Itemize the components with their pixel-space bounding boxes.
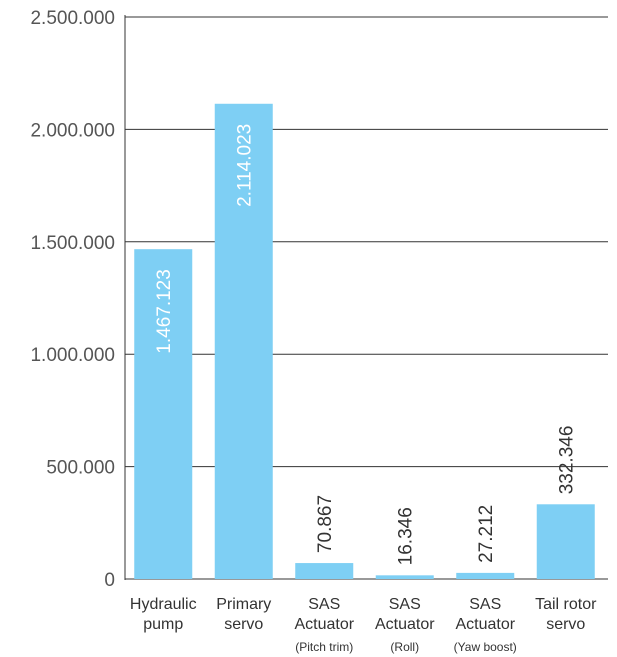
y-tick-label: 1.500.000 xyxy=(30,233,115,254)
gridlines xyxy=(125,16,608,580)
category-label-line: Actuator xyxy=(294,616,354,633)
category-label-line: SAS xyxy=(308,596,340,613)
bar xyxy=(456,572,515,579)
bar-value-labels: 1.467.123 2.114.023 70.867 16.346 27.212 332.… xyxy=(154,124,578,566)
category-label-line: Hydraulic xyxy=(130,596,197,613)
category-label: SAS Actuator (Roll) xyxy=(375,596,435,654)
bar-value-label: 2.114.023 xyxy=(235,124,256,207)
bar-value-label: 70.867 xyxy=(315,495,336,553)
category-label-line: servo xyxy=(546,616,585,633)
bars xyxy=(134,103,595,580)
y-tick-label: 1.000.000 xyxy=(30,345,115,366)
category-label: Primary servo xyxy=(216,596,271,633)
bar xyxy=(295,563,354,579)
category-label: SAS Actuator (Yaw boost) xyxy=(454,596,517,654)
bar-value-label: 1.467.123 xyxy=(154,269,175,354)
category-label-line: Actuator xyxy=(375,616,435,633)
y-tick-label: 500.000 xyxy=(46,458,115,479)
bar xyxy=(134,249,193,580)
category-label: Tail rotor servo xyxy=(535,596,597,633)
category-label-line: SAS xyxy=(469,596,501,613)
bar-value-label: 16.346 xyxy=(396,507,417,565)
y-tick-label: 2.000.000 xyxy=(30,120,115,141)
category-label-sub: (Pitch trim) xyxy=(295,640,353,654)
category-label-line: servo xyxy=(224,616,263,633)
category-label-sub: (Yaw boost) xyxy=(454,640,517,654)
category-labels: Hydraulic pump Primary servo SAS Actuator (Pit… xyxy=(130,596,597,654)
category-label-line: Primary xyxy=(216,596,271,613)
category-label-line: Actuator xyxy=(455,616,515,633)
category-label-line: Tail rotor xyxy=(535,596,597,613)
category-label-line: pump xyxy=(143,616,183,633)
bar xyxy=(375,575,434,579)
category-label-line: SAS xyxy=(389,596,421,613)
category-label: SAS Actuator (Pitch trim) xyxy=(294,596,354,654)
bar-value-label: 27.212 xyxy=(476,505,497,563)
bar-value-label: 332.346 xyxy=(557,426,578,495)
y-tick-label: 2.500.000 xyxy=(30,8,115,29)
y-tick-label: 0 xyxy=(104,570,115,591)
bar xyxy=(214,103,273,579)
y-tick-labels: 0 500.000 1.000.000 1.500.000 2.000.000 2.500… xyxy=(30,8,115,591)
category-label-sub: (Roll) xyxy=(390,640,419,654)
bar xyxy=(536,504,595,579)
category-label: Hydraulic pump xyxy=(130,596,197,633)
